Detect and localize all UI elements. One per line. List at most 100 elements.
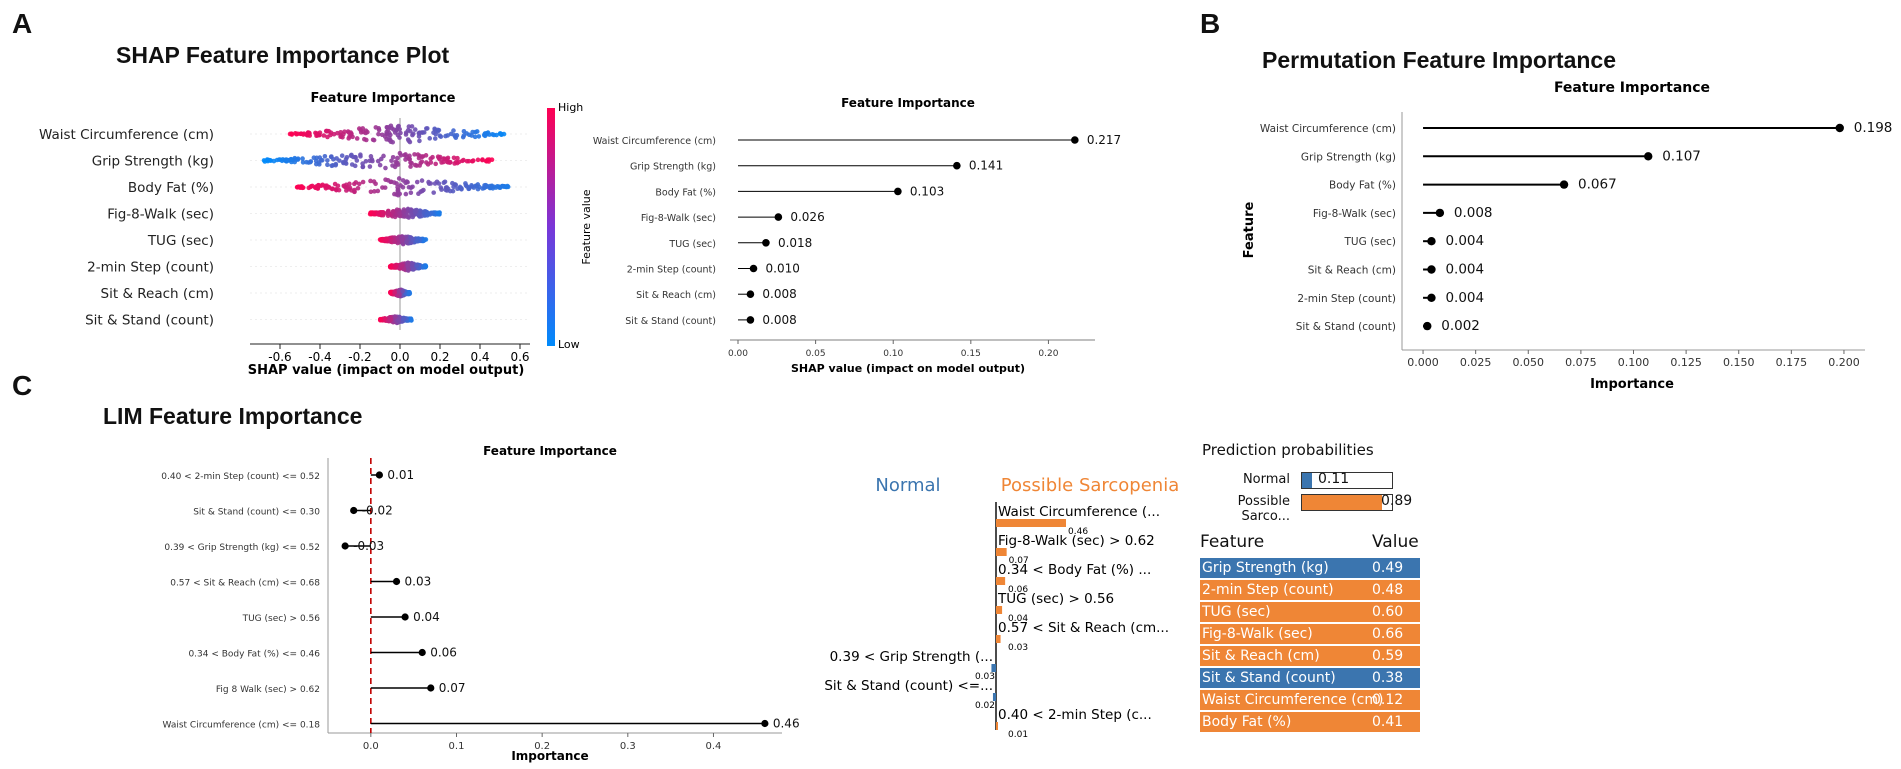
bee-point <box>420 154 426 159</box>
shapbar-category-label: Sit & Stand (count) <box>625 316 716 327</box>
limex-condition-label: Fig-8-Walk (sec) > 0.62 <box>998 533 1155 549</box>
table-cell-feature: TUG (sec) <box>1202 604 1271 620</box>
bee-point <box>383 237 389 243</box>
perm-point <box>1835 123 1844 133</box>
bee-point <box>409 261 415 266</box>
bee-point <box>396 176 402 181</box>
shapbar-value-label: 0.026 <box>790 210 824 224</box>
bee-point <box>419 159 425 164</box>
bee-point <box>392 191 397 197</box>
table-row: Waist Circumference (cm) 0.12 <box>1200 690 1420 710</box>
shapbar-point <box>953 161 961 170</box>
bee-point <box>466 132 472 138</box>
lime-value-label: 0.07 <box>439 681 466 695</box>
perm-point <box>1423 321 1432 331</box>
bee-point <box>401 208 407 214</box>
bee-point <box>360 179 366 185</box>
perm-tick-label: 0.175 <box>1776 356 1808 369</box>
bee-point <box>318 158 324 163</box>
bee-point <box>329 163 335 169</box>
bee-point <box>410 237 416 242</box>
table-cell-value: 0.66 <box>1372 626 1404 642</box>
bee-point <box>437 210 442 215</box>
bee-point <box>371 211 377 217</box>
bee-point <box>293 157 299 162</box>
prob-normal-value: 0.11 <box>1318 471 1350 487</box>
shapbar-point <box>1071 136 1079 144</box>
bee-point <box>433 161 438 167</box>
bee-point <box>352 181 357 187</box>
bee-point <box>460 158 465 164</box>
lime-value-label: -0.03 <box>353 539 384 553</box>
bee-point <box>421 130 427 135</box>
bee-point <box>432 136 438 141</box>
table-row: TUG (sec) 0.60 <box>1200 602 1420 622</box>
bee-point <box>400 178 406 183</box>
perm-y-label: Feature <box>1242 201 1257 258</box>
perm-point <box>1427 237 1436 246</box>
bee-point <box>401 214 407 219</box>
bee-point <box>408 318 414 323</box>
bee-point <box>332 181 338 187</box>
prob-sarcopenia-track <box>1301 494 1393 511</box>
bee-point <box>363 158 369 164</box>
bee-tick-label: -0.6 <box>268 350 291 364</box>
table-cell-value: 0.60 <box>1372 604 1404 620</box>
bee-tick-label: 0.2 <box>430 350 449 364</box>
bee-point <box>355 185 361 191</box>
bee-point <box>352 187 357 193</box>
bee-point <box>414 263 420 268</box>
perm-category-label: Grip Strength (kg) <box>1301 151 1396 163</box>
bee-point <box>461 133 467 138</box>
panel-label-c: C <box>12 370 33 401</box>
bee-point <box>480 157 485 162</box>
lime-tick-label: 0.0 <box>363 741 379 752</box>
perm-tick-label: 0.050 <box>1513 356 1545 369</box>
bee-point <box>410 132 415 138</box>
bee-point <box>360 164 366 170</box>
bee-point <box>377 162 383 168</box>
limex-value-label: 0.07 <box>1009 556 1029 566</box>
lime-value-label: -0.02 <box>362 504 393 518</box>
limex-condition-label: 0.40 < 2-min Step (c... <box>998 707 1152 723</box>
bee-point <box>399 264 405 269</box>
bee-feature-label: 2-min Step (count) <box>87 260 214 276</box>
table-row: 2-min Step (count) 0.48 <box>1200 580 1420 600</box>
table-row: Sit & Reach (cm) 0.59 <box>1200 646 1420 666</box>
bee-colorbar-low: Low <box>558 338 580 351</box>
lime-point <box>761 719 769 728</box>
lime-tick-label: 0.3 <box>620 741 636 752</box>
lime-title: Feature Importance <box>483 444 617 458</box>
bee-point <box>384 125 390 130</box>
bee-point <box>405 263 411 268</box>
prob-sarcopenia-value: 0.89 <box>1381 493 1413 509</box>
shapbar-point <box>762 239 770 247</box>
bee-point <box>398 130 403 136</box>
bee-point <box>267 157 272 163</box>
bee-point <box>276 157 282 162</box>
bee-point <box>325 162 330 168</box>
lime-value-label: 0.01 <box>387 468 414 482</box>
bee-point <box>406 184 412 190</box>
bee-point <box>419 178 425 183</box>
lime-tick-label: 0.2 <box>534 741 550 752</box>
bee-point <box>300 160 306 165</box>
perm-point <box>1435 208 1445 218</box>
limex-condition-label: 0.57 < Sit & Reach (cm... <box>998 620 1169 636</box>
perm-value-label: 0.008 <box>1454 205 1493 221</box>
perm-point <box>1559 180 1569 189</box>
panel-label-b: B <box>1200 8 1221 39</box>
bee-feature-label: Grip Strength (kg) <box>92 154 214 170</box>
bee-point <box>412 162 418 168</box>
bee-point <box>428 181 434 186</box>
bee-point <box>373 125 379 130</box>
perm-tick-label: 0.125 <box>1670 356 1702 369</box>
bee-point <box>395 124 401 130</box>
bee-point <box>314 131 320 136</box>
bee-point <box>424 126 429 131</box>
bee-point <box>451 155 457 161</box>
bee-point <box>407 139 413 145</box>
limex-value-label: 0.46 <box>1068 527 1088 537</box>
